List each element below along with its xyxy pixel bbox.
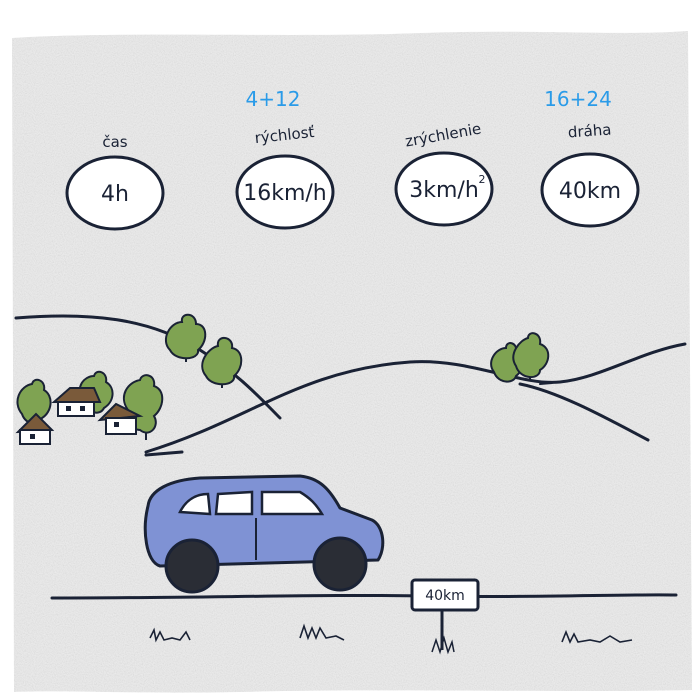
- quantity-label: dráha: [567, 121, 612, 142]
- quantity-value: 3km/h: [409, 178, 479, 203]
- sign-board: [410, 578, 480, 612]
- quantity-value: 40km: [559, 179, 621, 204]
- tree-hill-4: [512, 332, 550, 380]
- quantity-note: 16+24: [544, 87, 612, 111]
- quantity-value-superscript: 2: [479, 173, 486, 186]
- grass-tuft-2: [299, 623, 345, 641]
- tree-hill-1: [164, 313, 207, 362]
- house-3: [97, 402, 144, 435]
- road-sign: 40km: [410, 578, 480, 655]
- house-1: [15, 412, 55, 445]
- quantity-circle: [65, 155, 165, 231]
- house-2: [51, 387, 102, 417]
- hill-mark: [539, 382, 553, 385]
- quantity-note: 4+12: [246, 87, 301, 111]
- car-window-1: [178, 492, 212, 516]
- quantity-circle: [540, 152, 640, 228]
- back-hill: [144, 342, 687, 454]
- back-hill-right: [518, 382, 650, 442]
- car: [143, 474, 385, 594]
- car-wheel-rear: [312, 536, 368, 592]
- grass-tuft-3: [561, 629, 633, 644]
- quantity-circle: [394, 151, 494, 227]
- quantity-value: 4h: [101, 182, 129, 207]
- sign-text: 40km: [425, 588, 465, 604]
- quantity-1: čas 4h: [65, 133, 165, 231]
- quantity-label: čas: [102, 133, 127, 151]
- tree-hill-2: [201, 337, 243, 388]
- quantity-circle: [235, 154, 335, 230]
- hill-foot: [144, 450, 184, 457]
- car-window-2: [214, 490, 254, 516]
- grass-tuft-1: [149, 627, 191, 643]
- car-wheel-front: [164, 538, 220, 594]
- quantity-value: 16km/h: [243, 181, 327, 206]
- car-window-3: [260, 490, 325, 516]
- quantity-4: dráha 40km 16+24: [540, 87, 640, 228]
